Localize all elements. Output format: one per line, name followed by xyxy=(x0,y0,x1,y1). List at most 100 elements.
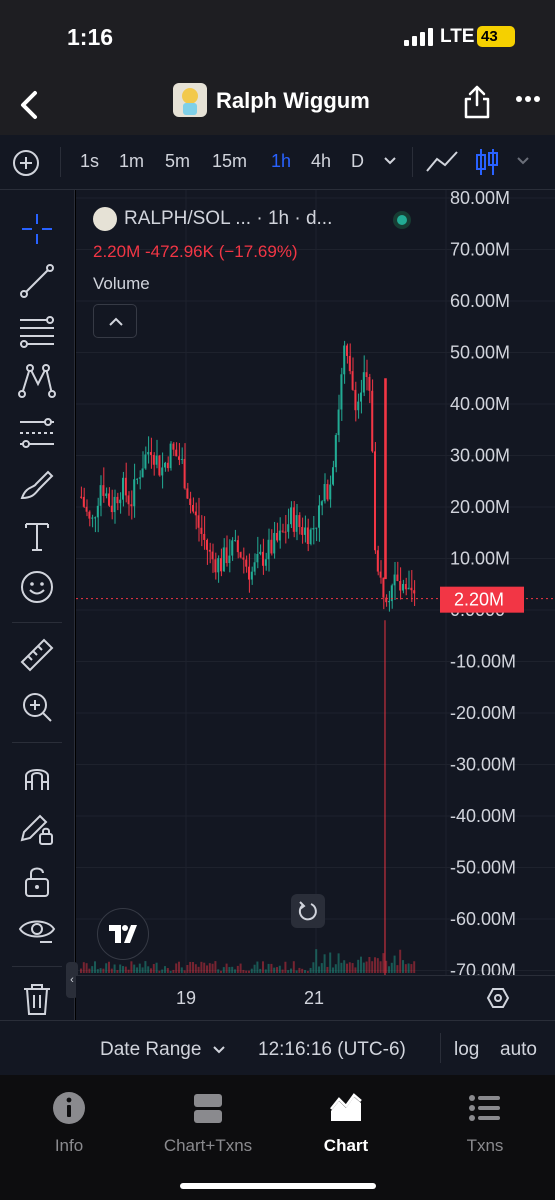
volume-bar xyxy=(413,961,416,973)
network-type: LTE xyxy=(440,26,475,47)
tab-info[interactable]: Info xyxy=(9,1091,129,1156)
reset-chart-button[interactable] xyxy=(291,894,325,928)
chart-pane[interactable]: 80.00M 70.00M 60.00M 50.00M 40.00M 30.00M 20.0… xyxy=(76,190,555,975)
volume-bar xyxy=(382,953,385,973)
interval-15m[interactable]: 15m xyxy=(212,151,248,171)
candle-body xyxy=(236,540,239,553)
legend-volume[interactable]: Volume xyxy=(93,274,150,293)
unlock-icon[interactable] xyxy=(18,862,56,900)
ruler-icon[interactable] xyxy=(18,636,56,674)
brush-icon[interactable] xyxy=(18,466,56,504)
back-chevron-icon[interactable] xyxy=(16,87,42,123)
volume-bar xyxy=(312,962,315,973)
magnet-icon[interactable] xyxy=(18,758,56,796)
volume-bar xyxy=(180,967,183,973)
candle-body xyxy=(340,374,343,410)
volume-bar xyxy=(228,967,231,973)
volume-bar xyxy=(323,954,326,973)
candle-body xyxy=(80,496,82,498)
scroll-handle[interactable]: ‹ xyxy=(66,962,78,998)
share-icon[interactable] xyxy=(462,85,492,119)
interval-1s[interactable]: 1s xyxy=(80,151,100,171)
volume-bar xyxy=(99,968,102,973)
fib-retracement-icon[interactable] xyxy=(18,312,56,350)
zoom-in-icon[interactable] xyxy=(18,688,56,726)
tab-chart-txns[interactable]: Chart+Txns xyxy=(148,1091,268,1156)
volume-bar xyxy=(144,961,147,973)
candle-body xyxy=(309,529,312,545)
candle-body xyxy=(351,371,354,390)
legend-symbol[interactable]: RALPH/SOL ... · 1h · d... xyxy=(124,208,333,229)
candle-body xyxy=(172,443,175,450)
interval-1m[interactable]: 1m xyxy=(119,151,145,171)
timezone-clock[interactable]: 12:16:16 (UTC-6) xyxy=(258,1039,406,1060)
text-tool-icon[interactable] xyxy=(18,518,56,556)
visibility-eye-icon[interactable] xyxy=(18,912,56,950)
candle-body xyxy=(315,527,318,529)
auto-scale-toggle[interactable]: auto xyxy=(500,1039,537,1060)
tab-chart[interactable]: Chart xyxy=(286,1091,406,1156)
date-axis[interactable]: 19 21 xyxy=(76,975,555,1020)
volume-bar xyxy=(376,958,379,973)
volume-bar xyxy=(172,969,175,973)
price-chart[interactable]: 80.00M 70.00M 60.00M 50.00M 40.00M 30.00M 20.0… xyxy=(76,190,555,975)
candle-body xyxy=(264,559,267,566)
volume-bar xyxy=(186,964,189,973)
candles-chart-type-icon[interactable] xyxy=(475,147,499,177)
trend-line-icon[interactable] xyxy=(18,262,56,300)
line-chart-type-icon[interactable] xyxy=(425,149,459,175)
trash-icon[interactable] xyxy=(18,980,56,1018)
volume-bar xyxy=(166,968,169,973)
interval-4h[interactable]: 4h xyxy=(311,151,332,171)
crosshair-icon[interactable] xyxy=(18,210,56,248)
volume-bar xyxy=(262,961,264,973)
add-indicator-icon[interactable] xyxy=(12,149,40,177)
collapse-legend-button[interactable] xyxy=(93,304,137,338)
volume-bar xyxy=(200,961,203,973)
volume-bar xyxy=(91,966,94,973)
chart-type-dropdown-chevron-icon[interactable] xyxy=(516,155,530,167)
forecast-icon[interactable] xyxy=(18,414,56,452)
chart-settings-icon[interactable] xyxy=(486,986,510,1010)
emoji-icon[interactable] xyxy=(18,568,56,606)
volume-bar xyxy=(155,962,158,973)
interval-1h[interactable]: 1h xyxy=(271,151,292,171)
pattern-icon[interactable] xyxy=(18,362,56,400)
volume-bar xyxy=(164,966,166,973)
candle-body xyxy=(326,484,329,500)
page-title: Ralph Wiggum xyxy=(216,88,370,113)
date-range-chevron-icon[interactable] xyxy=(212,1045,226,1055)
volume-bar xyxy=(298,967,301,973)
volume-bar xyxy=(402,960,404,973)
log-scale-toggle[interactable]: log xyxy=(454,1039,480,1060)
candle-body xyxy=(248,566,250,580)
legend-values: 2.20M -472.96K (−17.69%) xyxy=(93,242,298,261)
volume-bar xyxy=(214,961,217,973)
volume-bar xyxy=(379,961,382,973)
tab-label: Chart+Txns xyxy=(163,1136,253,1155)
tradingview-logo[interactable] xyxy=(97,908,149,960)
date-range-button[interactable]: Date Range xyxy=(100,1039,202,1060)
interval-1d[interactable]: D xyxy=(351,151,364,171)
candle-body xyxy=(200,527,203,534)
tab-txns[interactable]: Txns xyxy=(425,1091,545,1156)
candle-body xyxy=(304,527,306,535)
volume-bar xyxy=(208,963,211,973)
volume-bar xyxy=(385,960,388,973)
candle-body xyxy=(402,583,404,591)
more-icon[interactable] xyxy=(515,95,541,103)
interval-dropdown-chevron-icon[interactable] xyxy=(383,155,397,167)
market-status-icon xyxy=(393,211,411,229)
candle-body xyxy=(116,496,119,504)
candle-body xyxy=(245,559,248,567)
volume-bar xyxy=(147,966,150,973)
volume-bar xyxy=(407,963,410,973)
interval-5m[interactable]: 5m xyxy=(165,151,191,171)
candle-body xyxy=(259,551,262,554)
volume-bar xyxy=(231,966,234,973)
lock-drawings-pencil-icon[interactable] xyxy=(18,810,56,848)
volume-bar xyxy=(175,963,178,973)
volume-bar xyxy=(183,970,186,973)
candle-body xyxy=(169,443,172,469)
candle-body xyxy=(368,376,371,391)
